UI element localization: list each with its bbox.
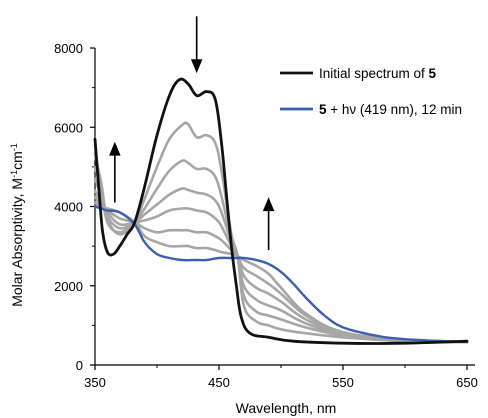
y-tick-label: 0	[76, 358, 83, 373]
legend-label-final: 5 + hν (419 nm), 12 min	[319, 102, 462, 117]
arrow-up-3	[262, 197, 275, 251]
x-tick-label: 450	[208, 375, 230, 390]
y-axis-title: Molar Absorptivity, M-1cm-1	[9, 143, 25, 307]
legend: Initial spectrum of 5 5 + hν (419 nm), 1…	[280, 66, 462, 117]
y-tick-label: 4000	[54, 200, 83, 215]
x-axis-title: Wavelength, nm	[236, 400, 337, 416]
y-ticks: 0 2000 4000 6000 8000	[54, 41, 95, 373]
arrow-up-2	[109, 141, 121, 203]
plot-area: 350 450 550 650 0 2000 4000 6000 8000	[54, 16, 478, 390]
series-line-initial	[93, 77, 469, 345]
x-tick-label: 650	[456, 375, 478, 390]
x-ticks: 350 450 550 650	[84, 365, 478, 390]
arrow-layer	[109, 16, 275, 251]
x-tick-label: 550	[332, 375, 354, 390]
series-line-intermediate-2	[93, 159, 469, 344]
series-line-intermediate-3	[93, 177, 469, 344]
y-tick-label: 2000	[54, 279, 83, 294]
series-line-final	[93, 205, 469, 344]
legend-label-initial: Initial spectrum of 5	[319, 66, 437, 81]
x-tick-label: 350	[84, 375, 106, 390]
series-layer	[93, 77, 469, 345]
y-tick-label: 8000	[54, 41, 83, 56]
arrow-down-1	[190, 16, 203, 74]
y-tick-label: 6000	[54, 120, 83, 135]
